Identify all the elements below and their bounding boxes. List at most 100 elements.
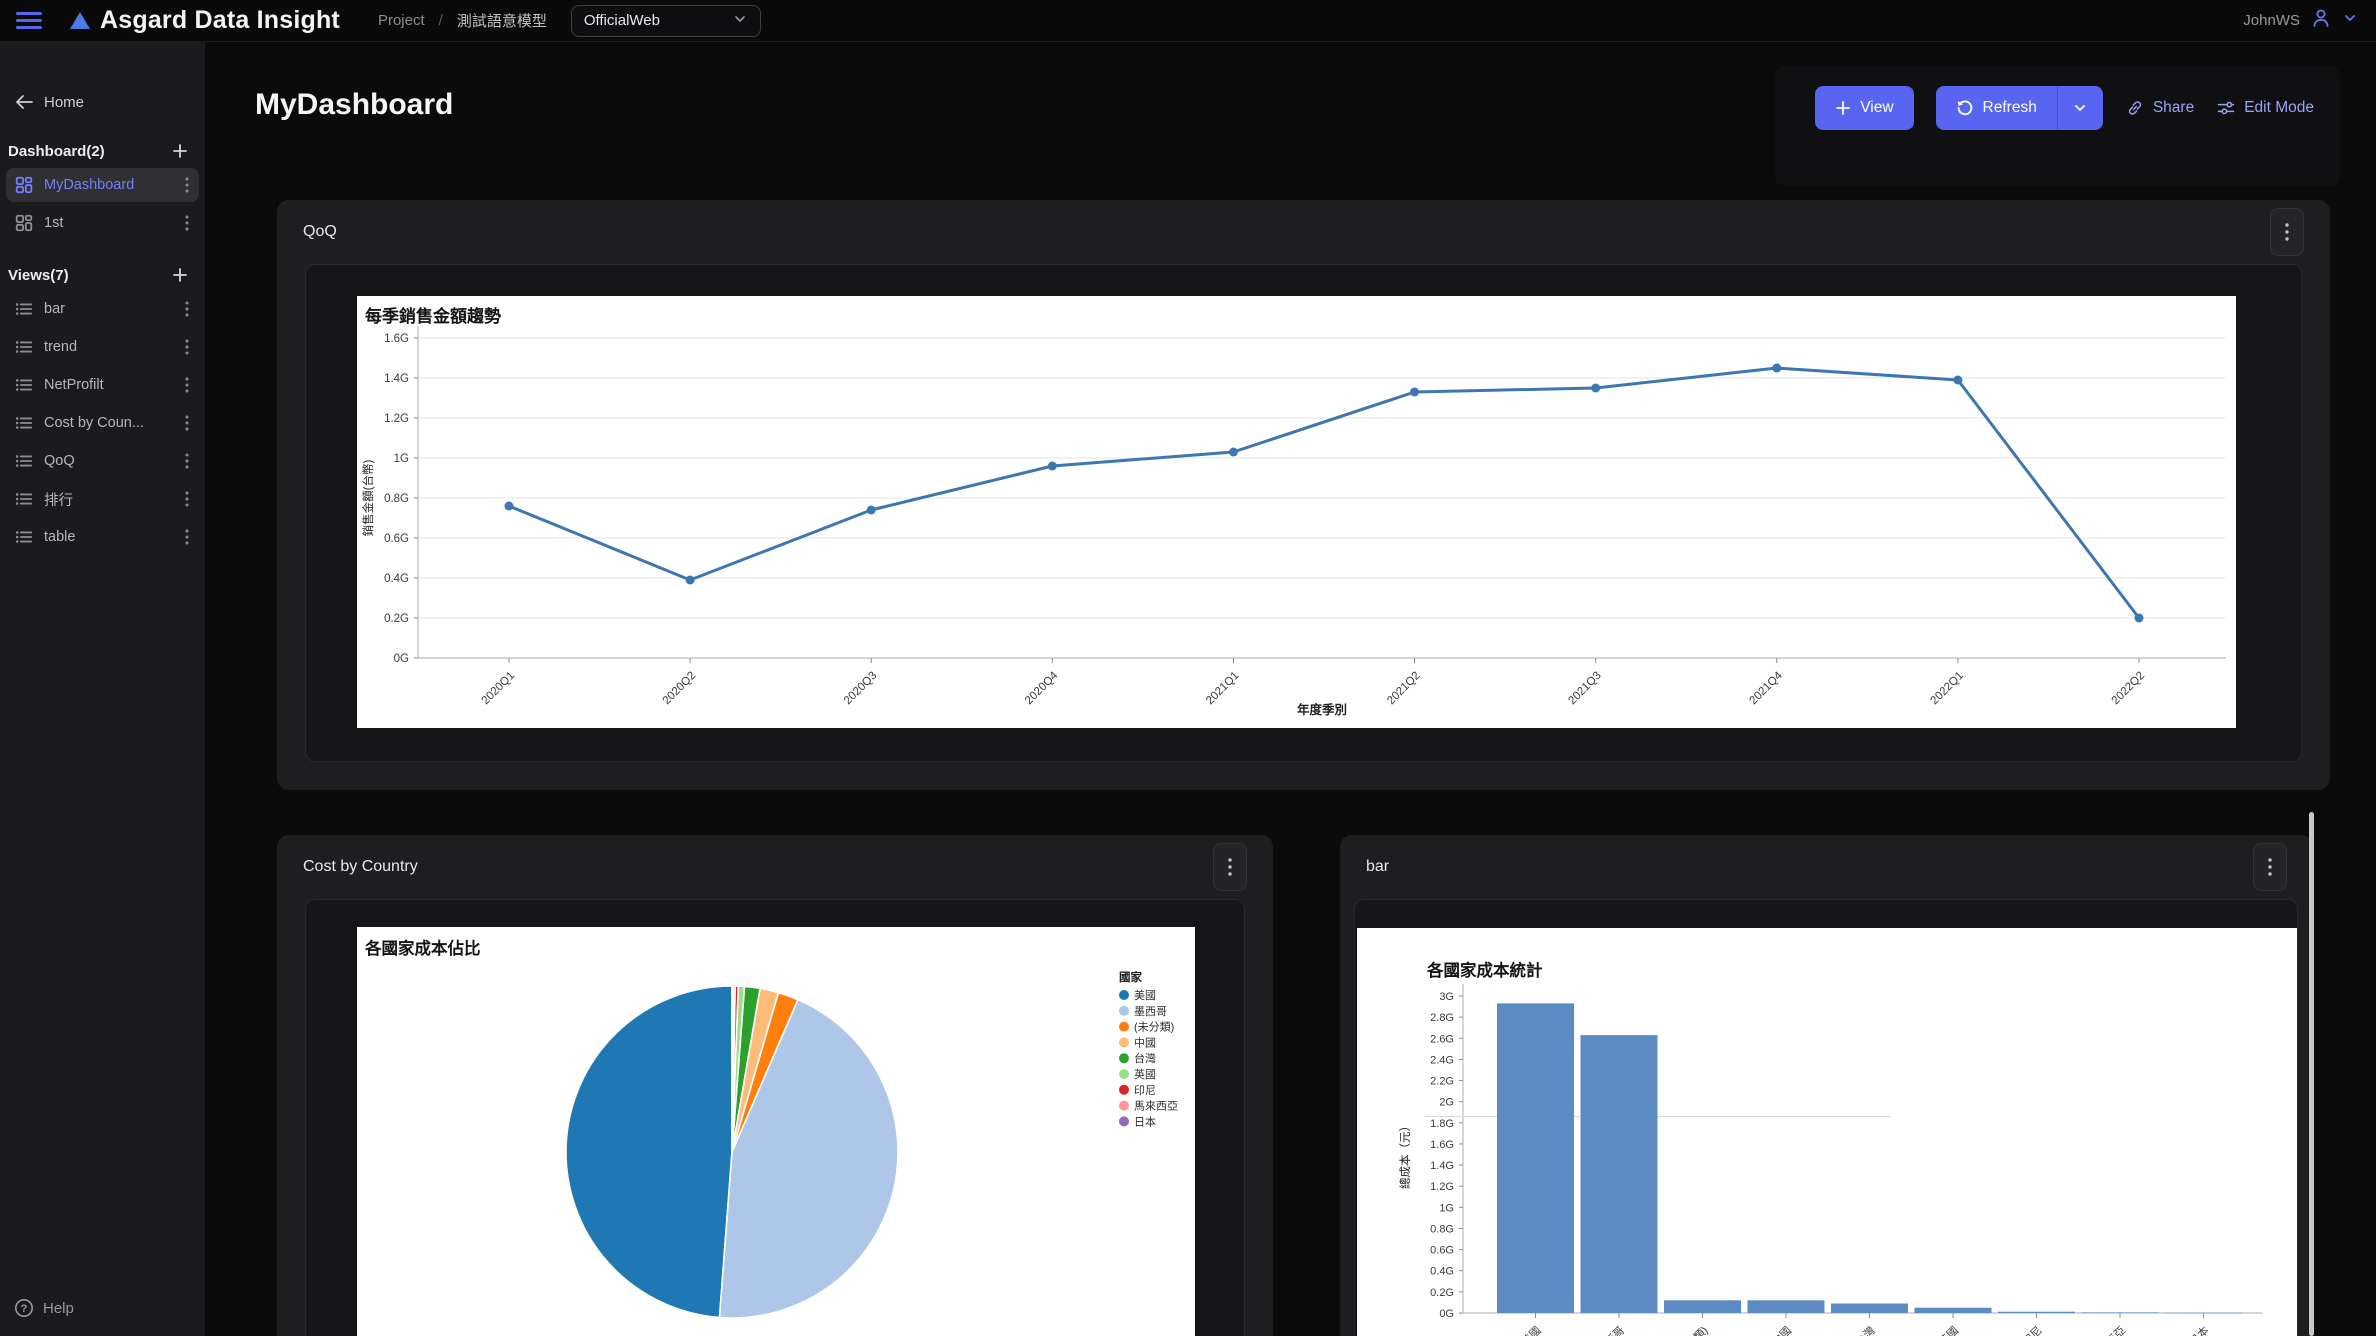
refresh-options-button[interactable]: [2056, 86, 2103, 130]
svg-text:2022Q1: 2022Q1: [1929, 670, 1966, 707]
svg-text:0.4G: 0.4G: [384, 573, 409, 585]
sidebar-section-views-label: Views(7): [8, 266, 69, 284]
sidebar-item-dashboard-1[interactable]: 1st: [6, 206, 199, 240]
card-bar-header: bar: [1340, 835, 2313, 899]
help-button[interactable]: ? Help: [14, 1298, 74, 1318]
sidebar-item-label: trend: [44, 339, 78, 355]
breadcrumb-separator: /: [438, 12, 443, 29]
card-cost-header: Cost by Country: [277, 835, 1273, 899]
sidebar-section-views: Views(7): [0, 262, 205, 288]
item-menu-kebab-icon[interactable]: [185, 215, 189, 231]
view-list-icon: [15, 379, 33, 391]
add-dashboard-button[interactable]: [171, 142, 189, 160]
add-view-button[interactable]: [171, 266, 189, 284]
svg-text:2.2G: 2.2G: [1430, 1076, 1454, 1088]
refresh-icon: [1957, 100, 1972, 116]
vertical-scrollbar[interactable]: [2309, 812, 2314, 1336]
refresh-button[interactable]: Refresh: [1935, 86, 2057, 130]
dashboard-actions: View Refresh Share: [1815, 86, 2314, 130]
share-button-label: Share: [2152, 99, 2195, 116]
sidebar-item-view-5[interactable]: 排行: [6, 482, 199, 516]
plus-icon: [1836, 101, 1851, 115]
svg-text:國家: 國家: [1119, 970, 1142, 984]
svg-text:總成本（元）: 總成本（元）: [1398, 1120, 1412, 1189]
svg-text:銷售金額(台幣): 銷售金額(台幣): [361, 460, 375, 537]
card-bar-title: bar: [1366, 858, 1390, 875]
svg-text:各國家成本佔比: 各國家成本佔比: [364, 938, 481, 958]
sidebar-item-view-1[interactable]: trend: [6, 330, 199, 364]
svg-text:美國: 美國: [1519, 1324, 1544, 1336]
edit-mode-button-label: Edit Mode: [2244, 99, 2314, 116]
edit-mode-button[interactable]: Edit Mode: [2216, 98, 2314, 118]
card-qoq: QoQ 0G 0.2G 0.4G 0.6G 0.8G 1G 1.2G 1.4G 1.6G 2020…: [277, 200, 2330, 790]
item-menu-kebab-icon[interactable]: [185, 301, 189, 317]
sidebar-view-list: bar trend NetProfilt Cost by Coun... QoQ…: [0, 292, 205, 554]
user-avatar-icon[interactable]: [2310, 7, 2332, 34]
sidebar-home-button[interactable]: Home: [0, 88, 205, 116]
item-menu-kebab-icon[interactable]: [185, 415, 189, 431]
card-bar: bar 0G 0.2G 0.4G 0.6G 0.8G 1G 1.2G 1.4G 1.6G 1.8G…: [1340, 835, 2313, 1336]
card-qoq-title: QoQ: [303, 223, 337, 240]
view-list-icon: [15, 493, 33, 505]
sidebar-item-view-3[interactable]: Cost by Coun...: [6, 406, 199, 440]
add-view-to-dashboard-button[interactable]: View: [1815, 86, 1914, 130]
svg-text:年度季別: 年度季別: [1297, 702, 1347, 717]
line-chart: 0G 0.2G 0.4G 0.6G 0.8G 1G 1.2G 1.4G 1.6G 2020Q1 20…: [361, 306, 2226, 717]
card-bar-menu-button[interactable]: [2253, 843, 2287, 891]
svg-text:日本: 日本: [1134, 1114, 1156, 1128]
card-cost-menu-button[interactable]: [1213, 843, 1247, 891]
sidebar-item-view-4[interactable]: QoQ: [6, 444, 199, 478]
svg-text:0.2G: 0.2G: [384, 613, 409, 625]
card-qoq-menu-button[interactable]: [2270, 208, 2304, 256]
svg-text:1.2G: 1.2G: [1430, 1181, 1454, 1193]
sidebar-item-view-6[interactable]: table: [6, 520, 199, 554]
line-chart-canvas: 0G 0.2G 0.4G 0.6G 0.8G 1G 1.2G 1.4G 1.6G 2020Q1 20…: [357, 296, 2236, 728]
sidebar-item-view-2[interactable]: NetProfilt: [6, 368, 199, 402]
sidebar-dashboard-list: MyDashboard 1st: [0, 168, 205, 240]
chevron-down-icon: [2075, 105, 2086, 111]
svg-text:美國: 美國: [1134, 989, 1156, 1002]
svg-text:0G: 0G: [1439, 1308, 1454, 1320]
item-menu-kebab-icon[interactable]: [185, 491, 189, 507]
svg-text:0G: 0G: [394, 653, 409, 665]
svg-text:英國: 英國: [1936, 1323, 1961, 1336]
svg-text:2020Q1: 2020Q1: [480, 670, 517, 707]
sidebar-item-label: Cost by Coun...: [44, 415, 144, 431]
item-menu-kebab-icon[interactable]: [185, 453, 189, 469]
svg-text:2.4G: 2.4G: [1430, 1054, 1454, 1066]
sliders-icon: [2217, 101, 2235, 115]
item-menu-kebab-icon[interactable]: [185, 529, 189, 545]
pie-chart-canvas: 各國家成本佔比 國家 美國 墨西哥 (未分類) 中國 台灣 英國 印尼 馬來西亞 日本: [357, 927, 1195, 1336]
share-button[interactable]: Share: [2125, 98, 2194, 118]
svg-text:台灣: 台灣: [1852, 1323, 1877, 1336]
breadcrumb-model[interactable]: 測試語意模型: [456, 13, 547, 30]
svg-text:1.4G: 1.4G: [384, 373, 409, 385]
view-list-icon: [15, 455, 33, 467]
bar-chart: 0G 0.2G 0.4G 0.6G 0.8G 1G 1.2G 1.4G 1.6G 1.8G 2G 2.…: [1398, 960, 2262, 1336]
chevron-down-icon: [732, 11, 748, 31]
user-menu-chevron-icon[interactable]: [2342, 10, 2358, 31]
svg-text:0.8G: 0.8G: [1430, 1223, 1454, 1235]
hamburger-menu-icon[interactable]: [16, 10, 46, 32]
item-menu-kebab-icon[interactable]: [185, 177, 189, 193]
sidebar-item-label: 1st: [44, 215, 64, 231]
card-bar-body: 0G 0.2G 0.4G 0.6G 0.8G 1G 1.2G 1.4G 1.6G 1.8G 2G 2.…: [1354, 899, 2298, 1336]
item-menu-kebab-icon[interactable]: [185, 377, 189, 393]
svg-text:1.8G: 1.8G: [1430, 1118, 1454, 1130]
sidebar-item-dashboard-0[interactable]: MyDashboard: [6, 168, 199, 202]
svg-text:2020Q3: 2020Q3: [842, 670, 879, 707]
sidebar-item-view-0[interactable]: bar: [6, 292, 199, 326]
question-circle-icon: ?: [15, 1299, 33, 1317]
item-menu-kebab-icon[interactable]: [185, 339, 189, 355]
svg-text:2G: 2G: [1439, 1097, 1454, 1109]
sidebar-item-label: bar: [44, 301, 65, 317]
card-cost-body: 各國家成本佔比 國家 美國 墨西哥 (未分類) 中國 台灣 英國 印尼 馬來西亞 日本: [305, 899, 1245, 1336]
svg-text:0.8G: 0.8G: [384, 493, 409, 505]
breadcrumb-project[interactable]: Project: [377, 12, 425, 29]
model-select-dropdown[interactable]: OfficialWeb: [570, 4, 761, 37]
svg-text:印尼: 印尼: [1134, 1084, 1156, 1097]
help-label: Help: [43, 1299, 74, 1317]
svg-text:0.6G: 0.6G: [384, 533, 409, 545]
arrow-left-icon: [16, 95, 33, 109]
